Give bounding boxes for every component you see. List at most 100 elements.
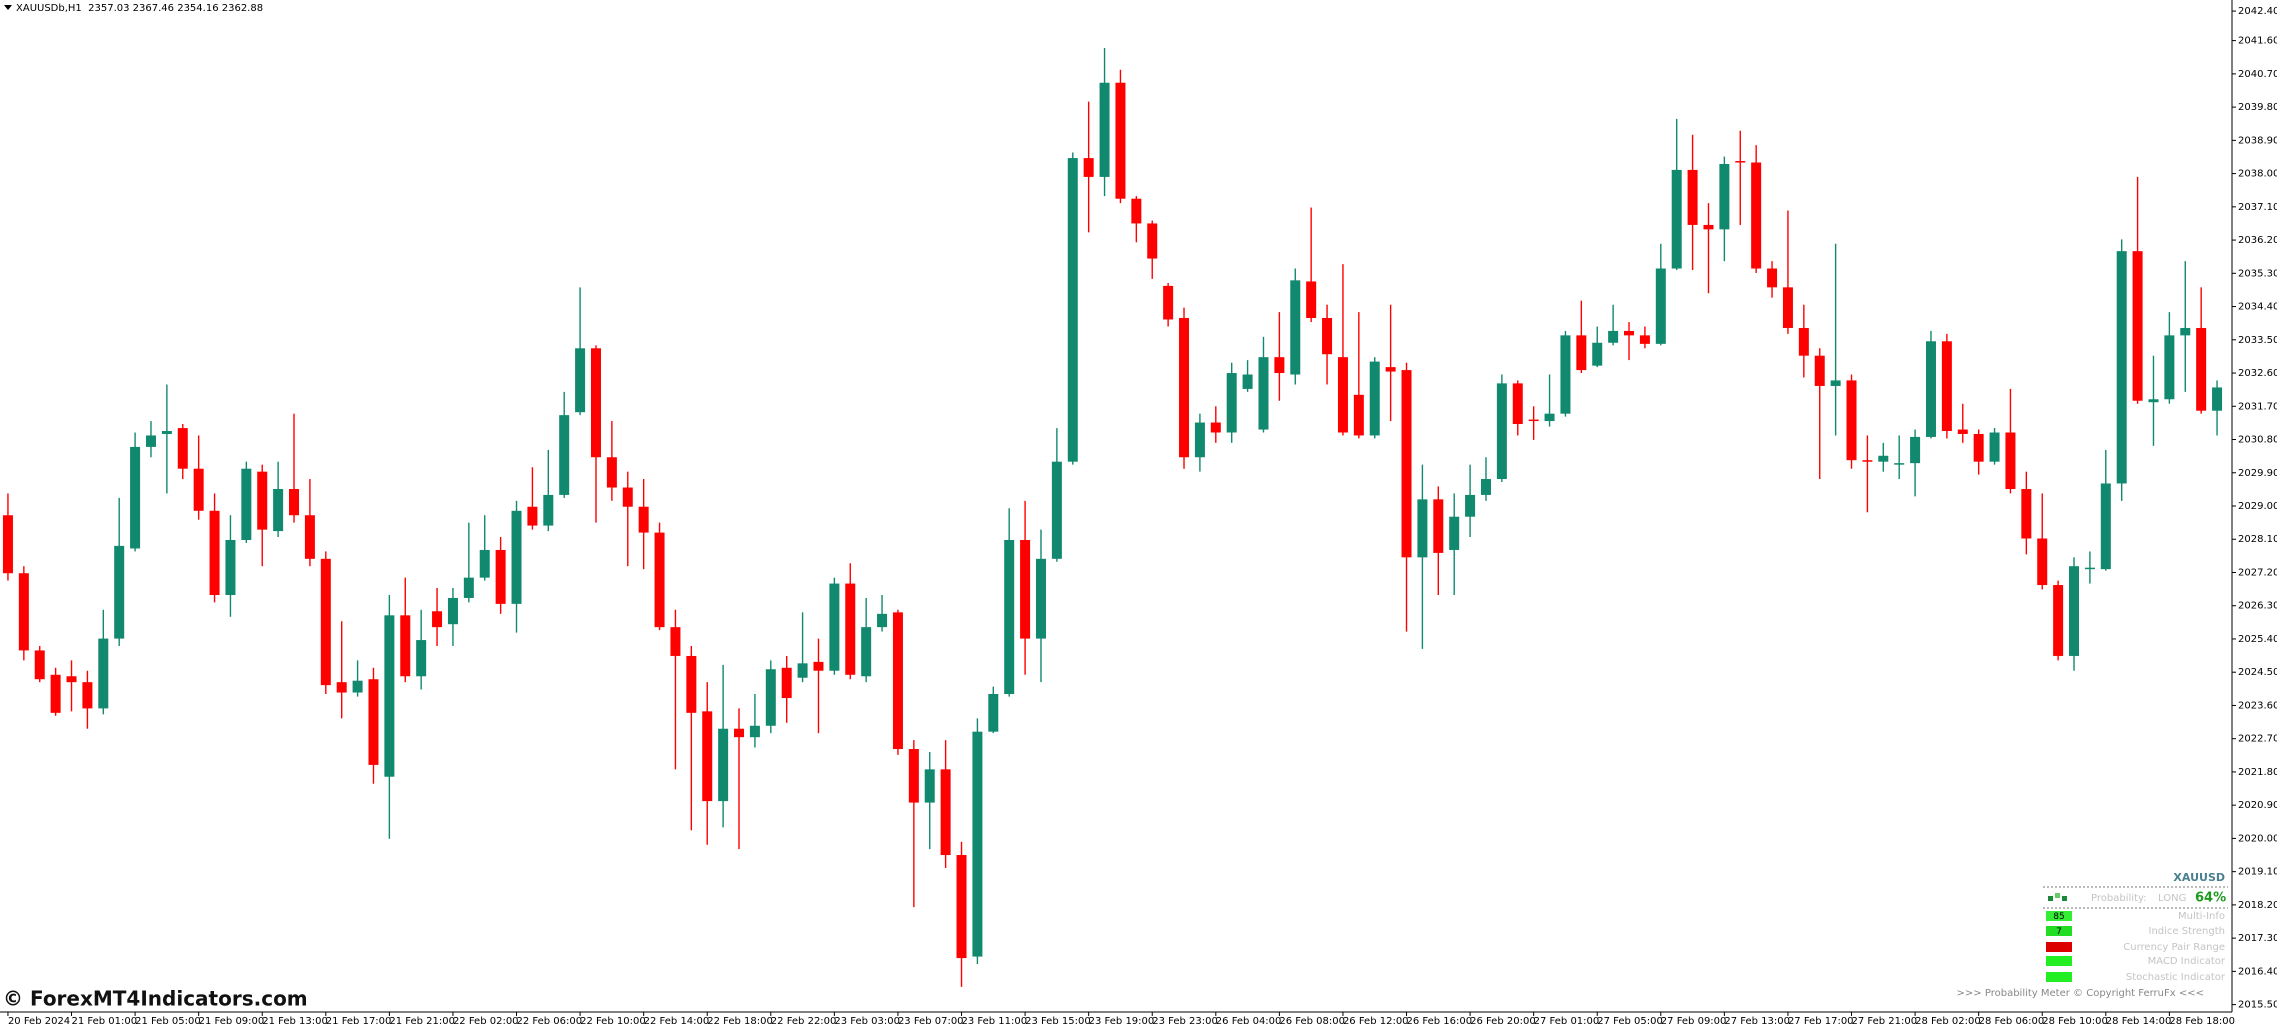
probability-label: Probability: [2091,893,2147,904]
candle-body [98,638,109,709]
y-tick-label: 2017.30 [2238,933,2277,944]
x-tick-label: 23 Feb 03:00 [834,1016,900,1027]
candle-body [1480,479,1491,495]
x-tick-label: 28 Feb 18:00 [2169,1016,2235,1027]
candle-body [590,348,601,458]
indicator-box [2046,926,2072,936]
x-tick-label: 22 Feb 22:00 [771,1016,837,1027]
candle-body [575,348,586,413]
candle-body [1703,224,1714,230]
candle-body [1814,355,1825,386]
candle-body [1894,463,1905,465]
candle-body [956,855,967,959]
candle-body [1449,516,1460,550]
candle-body [1608,330,1619,343]
y-tick-label: 2026.30 [2238,601,2277,612]
candle-body [1242,374,1253,389]
candle-body [1544,413,1555,422]
x-tick-label: 26 Feb 12:00 [1343,1016,1409,1027]
y-tick-label: 2015.50 [2238,1000,2277,1011]
candle-body [749,725,760,738]
candle-body [1163,285,1174,320]
candle-body [1417,499,1428,558]
candle-body [1560,335,1571,414]
candle-body [1687,169,1698,225]
candle-body [1179,318,1190,458]
candle-body [1004,539,1015,694]
candle-body [1067,158,1078,462]
icon [2062,896,2067,901]
x-tick-label: 23 Feb 11:00 [962,1016,1028,1027]
candle-body [320,558,331,686]
candle-body [1051,461,1062,559]
candle-body [1655,268,1666,344]
x-tick-label: 21 Feb 17:00 [326,1016,392,1027]
candle-body [2021,489,2032,539]
candle-body [988,693,999,732]
x-tick-label: 21 Feb 05:00 [135,1016,201,1027]
x-tick-label: 27 Feb 21:00 [1852,1016,1918,1027]
candle-body [1401,370,1412,558]
candle-body [1226,373,1237,433]
y-tick-label: 2030.80 [2238,435,2277,446]
candle-body [670,627,681,656]
candle-body [1433,499,1444,553]
candle-body [130,446,141,549]
y-tick-label: 2023.60 [2238,700,2277,711]
candle-body [1830,380,1841,386]
candle-body [209,510,220,596]
candle-body [1353,394,1364,436]
indicator-value: 7 [2056,927,2062,937]
y-tick-label: 2016.40 [2238,966,2277,977]
candle-body [432,611,443,628]
indicator-label: Indice Strength [2149,926,2226,937]
candle-body [1973,433,1984,462]
candle-body [2180,327,2191,336]
candle-body [718,728,729,802]
candle-body [1767,268,1778,288]
candle-body [1385,367,1396,372]
indicator-box [2046,942,2072,952]
candle-body [940,769,951,856]
candle-body [1035,558,1046,639]
y-tick-label: 2021.80 [2238,767,2277,778]
candle-body [861,627,872,677]
candle-body [1878,455,1889,462]
candle-body [1290,280,1301,375]
x-tick-label: 23 Feb 23:00 [1152,1016,1218,1027]
x-tick-label: 23 Feb 15:00 [1025,1016,1091,1027]
icon [2055,893,2060,898]
y-tick-label: 2039.80 [2238,102,2277,113]
indicator-label: MACD Indicator [2148,956,2226,967]
candle-body [2196,327,2207,411]
candle-body [50,674,61,713]
candle-body [1210,422,1221,433]
collapse-arrow[interactable] [4,5,12,10]
y-tick-label: 2038.00 [2238,169,2277,180]
candle-body [511,510,522,604]
candle-body [304,515,315,559]
candle-body [289,489,300,516]
candle-body [559,415,570,495]
y-tick-label: 2042.40 [2238,6,2277,17]
candle-body [495,549,506,604]
y-tick-label: 2025.40 [2238,634,2277,645]
candle-body [161,431,172,434]
candle-body [1274,357,1285,374]
candle-body [225,539,236,596]
candle-body [1258,357,1269,430]
panel-footer: >>> Probability Meter © Copyright FerruF… [1957,988,2204,999]
candle-body [2164,335,2175,400]
candle-body [1671,169,1682,269]
x-tick-label: 21 Feb 13:00 [262,1016,328,1027]
candle-body [1751,162,1762,269]
x-tick-label: 21 Feb 21:00 [389,1016,455,1027]
candle-body [908,749,919,803]
candle-body [114,545,125,639]
candle-body [34,650,45,680]
y-tick-label: 2028.10 [2238,534,2277,545]
y-tick-label: 2029.00 [2238,501,2277,512]
candle-body [813,661,824,671]
